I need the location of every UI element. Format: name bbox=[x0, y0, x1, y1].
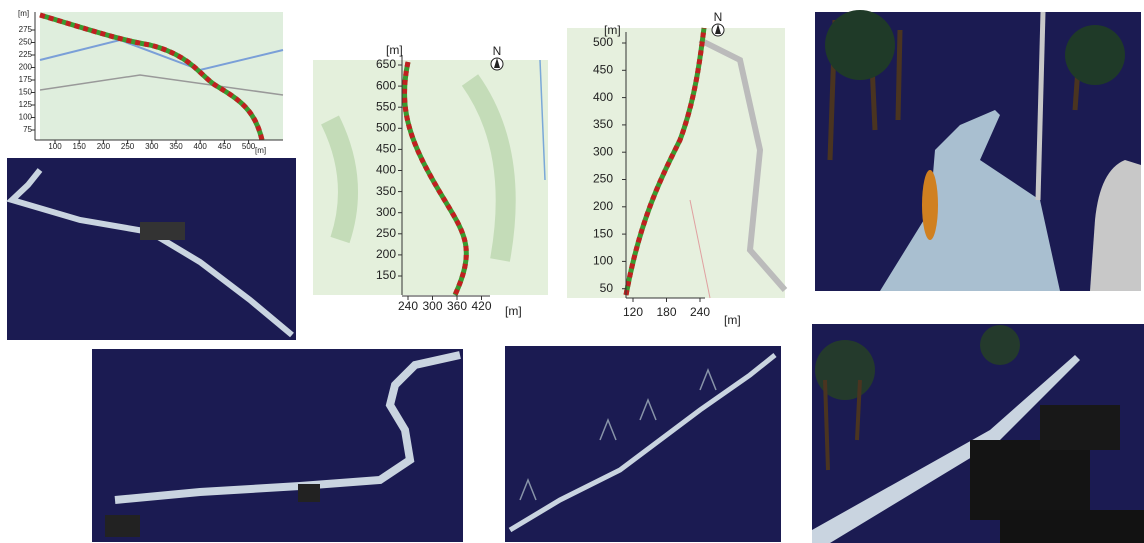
x-tick-label: 300 bbox=[145, 142, 159, 151]
y-axis-label: [m] bbox=[386, 43, 403, 57]
x-tick-label: 350 bbox=[169, 142, 183, 151]
river bbox=[539, 59, 546, 181]
y-tick-label: 450 bbox=[593, 62, 613, 76]
x-tick-label: 180 bbox=[656, 305, 676, 319]
y-tick-label: 75 bbox=[23, 125, 32, 134]
road bbox=[689, 199, 711, 299]
river bbox=[39, 38, 284, 72]
building bbox=[970, 440, 1090, 520]
route-dash bbox=[39, 12, 265, 141]
y-tick-label: 400 bbox=[593, 90, 613, 104]
tree-crown bbox=[1065, 25, 1125, 85]
x-tick-label: 400 bbox=[194, 142, 208, 151]
path-surface bbox=[880, 110, 1060, 291]
building bbox=[298, 484, 320, 502]
y-tick-label: 150 bbox=[593, 226, 613, 240]
x-tick-label: 420 bbox=[471, 299, 491, 313]
y-axis-label: [m] bbox=[604, 23, 621, 37]
x-axis-label: [m] bbox=[255, 146, 266, 155]
forest bbox=[320, 74, 516, 262]
path-surface bbox=[812, 355, 1080, 543]
route-render bbox=[6, 168, 294, 338]
north-label: N bbox=[714, 10, 723, 24]
y-tick-label: 100 bbox=[593, 254, 613, 268]
y-tick-label: 650 bbox=[376, 57, 396, 71]
x-tick-label: 100 bbox=[48, 142, 62, 151]
route-render bbox=[508, 353, 777, 533]
trees bbox=[519, 367, 717, 501]
north-arrow bbox=[715, 24, 721, 34]
y-tick-label: 175 bbox=[19, 75, 33, 84]
y-tick-label: 300 bbox=[376, 205, 396, 219]
y-tick-label: 500 bbox=[376, 120, 396, 134]
y-tick-label: 275 bbox=[19, 25, 33, 34]
y-tick-label: 200 bbox=[19, 63, 33, 72]
x-tick-label: 150 bbox=[73, 142, 87, 151]
y-tick-label: 450 bbox=[376, 142, 396, 156]
y-tick-label: 125 bbox=[19, 100, 33, 109]
render-panel bbox=[7, 158, 296, 340]
north-label: N bbox=[493, 44, 502, 58]
x-axis-label: [m] bbox=[505, 304, 522, 318]
x-tick-label: 300 bbox=[422, 299, 442, 313]
route-render bbox=[114, 351, 461, 504]
y-tick-label: 225 bbox=[19, 50, 33, 59]
y-tick-label: 150 bbox=[376, 268, 396, 282]
lamp-post bbox=[1035, 11, 1046, 201]
y-tick-label: 150 bbox=[19, 88, 33, 97]
tree-crown bbox=[980, 325, 1020, 365]
map-background bbox=[40, 12, 283, 140]
building bbox=[140, 222, 185, 240]
settlement bbox=[698, 37, 788, 292]
y-tick-label: 200 bbox=[376, 247, 396, 261]
y-tick-label: 250 bbox=[376, 226, 396, 240]
x-tick-label: 250 bbox=[121, 142, 135, 151]
x-tick-label: 500 bbox=[242, 142, 256, 151]
y-axis-label: [m] bbox=[18, 9, 29, 18]
x-tick-label: 240 bbox=[398, 299, 418, 313]
x-axis-label: [m] bbox=[724, 313, 741, 327]
bicycle bbox=[922, 170, 938, 240]
x-tick-label: 200 bbox=[97, 142, 111, 151]
y-tick-label: 50 bbox=[600, 281, 614, 295]
y-tick-label: 350 bbox=[376, 184, 396, 198]
building bbox=[1040, 405, 1120, 450]
north-arrow bbox=[494, 58, 500, 68]
y-tick-label: 500 bbox=[593, 35, 613, 49]
y-tick-label: 350 bbox=[593, 117, 613, 131]
y-tick-label: 250 bbox=[19, 38, 33, 47]
pedestrian bbox=[1090, 160, 1141, 291]
route-dash bbox=[623, 27, 707, 296]
tree-crown bbox=[825, 10, 895, 80]
render-panel bbox=[505, 346, 781, 542]
road bbox=[39, 74, 284, 96]
trees bbox=[823, 379, 862, 471]
x-tick-label: 240 bbox=[690, 305, 710, 319]
route-dash bbox=[401, 61, 469, 297]
y-tick-label: 300 bbox=[593, 144, 613, 158]
y-tick-label: 200 bbox=[593, 199, 613, 213]
y-tick-label: 400 bbox=[376, 163, 396, 177]
y-tick-label: 600 bbox=[376, 78, 396, 92]
x-tick-label: 360 bbox=[447, 299, 467, 313]
x-tick-label: 450 bbox=[218, 142, 232, 151]
x-tick-label: 120 bbox=[623, 305, 643, 319]
y-tick-label: 100 bbox=[19, 113, 33, 122]
y-tick-label: 550 bbox=[376, 99, 396, 113]
y-tick-label: 250 bbox=[593, 172, 613, 186]
building bbox=[1000, 510, 1144, 543]
building bbox=[105, 515, 140, 537]
